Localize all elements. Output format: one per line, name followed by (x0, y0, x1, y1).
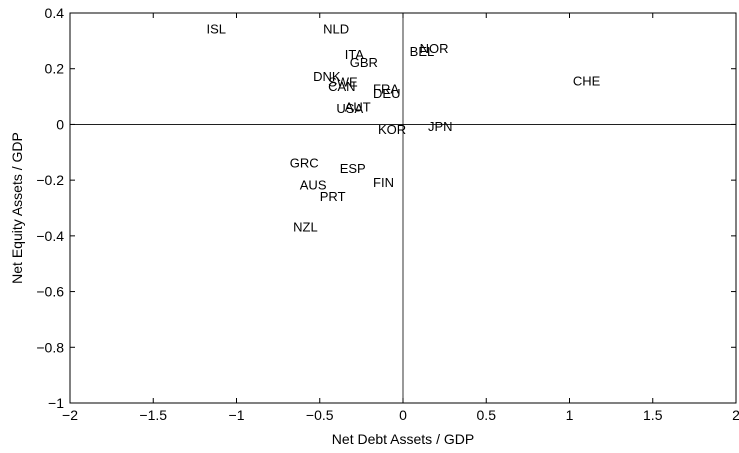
data-point-deu: DEU (373, 86, 400, 101)
y-tick-label: 0.2 (45, 61, 65, 77)
x-tick-label: 0.5 (477, 407, 497, 423)
x-tick-label: −1 (229, 407, 245, 423)
x-tick-label: −2 (62, 407, 78, 423)
x-tick-label: 0 (399, 407, 407, 423)
data-point-ita: ITA (345, 47, 365, 62)
y-tick-label: −0.8 (36, 339, 64, 355)
data-point-dnk: DNK (313, 69, 341, 84)
y-tick-label: −1 (48, 395, 64, 411)
data-point-jpn: JPN (428, 119, 453, 134)
data-point-swe: SWE (328, 75, 358, 90)
data-point-grc: GRC (290, 155, 319, 170)
x-tick-label: 1 (566, 407, 574, 423)
y-tick-label: −0.6 (36, 284, 64, 300)
y-tick-label: −0.4 (36, 228, 64, 244)
data-point-aus: AUS (300, 178, 327, 193)
data-point-che: CHE (573, 73, 601, 88)
x-tick-label: −1.5 (139, 407, 167, 423)
y-tick-label: −0.2 (36, 172, 64, 188)
data-point-nor: NOR (420, 41, 449, 56)
data-point-isl: ISL (207, 22, 227, 37)
y-tick-label: 0 (56, 116, 64, 132)
data-point-bel: BEL (410, 44, 435, 59)
x-axis-label: Net Debt Assets / GDP (332, 431, 474, 447)
data-point-fra: FRA (373, 82, 399, 97)
y-axis-label: Net Equity Assets / GDP (9, 132, 25, 284)
x-tick-label: 2 (732, 407, 739, 423)
data-point-kor: KOR (378, 122, 406, 137)
x-axis-ticks: −2 −1.5 −1 −0.5 0 0.5 1 1.5 2 (62, 13, 739, 423)
y-axis-ticks: −1 −0.8 −0.6 −0.4 −0.2 0 0.2 0.4 (36, 5, 736, 411)
data-point-esp: ESP (340, 161, 366, 176)
x-tick-label: −0.5 (306, 407, 334, 423)
data-point-gbr: GBR (350, 55, 378, 70)
data-point-nld: NLD (323, 22, 349, 37)
data-point-aut: AUT (345, 100, 371, 115)
data-point-usa: USA (336, 101, 363, 116)
data-point-prt: PRT (320, 189, 346, 204)
reference-lines (70, 13, 736, 403)
data-point-fin: FIN (373, 175, 394, 190)
data-point-nzl: NZL (293, 220, 318, 235)
y-tick-label: 0.4 (45, 5, 65, 21)
data-point-can: CAN (328, 79, 355, 94)
x-tick-label: 1.5 (643, 407, 663, 423)
